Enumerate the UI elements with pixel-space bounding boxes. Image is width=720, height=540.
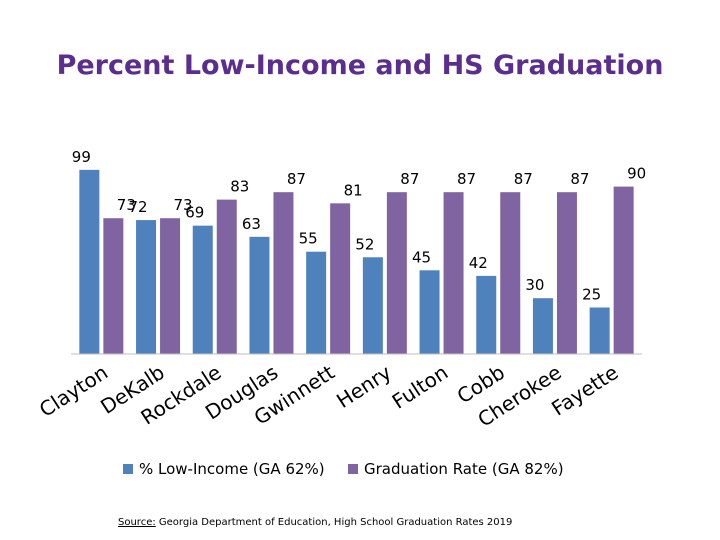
data-label-graduation-cherokee: 87 [570,170,589,188]
category-label-fulton: Fulton [388,360,453,414]
bar-graduation-clayton [103,218,124,354]
data-label-graduation-henry: 87 [400,170,419,188]
bar-graduation-cherokee [556,192,577,354]
category-label-henry: Henry [332,360,396,413]
data-label-low-income-cherokee: 30 [525,276,544,294]
legend-swatch-low-income [123,464,133,474]
bar-low-income-dekalb [136,220,157,354]
bar-low-income-fayette [589,307,610,354]
bar-low-income-rockdale [192,225,213,354]
bar-low-income-fulton [419,270,440,354]
legend-label-graduation: Graduation Rate (GA 82%) [364,460,564,478]
data-label-graduation-rockdale: 83 [230,178,249,196]
data-label-graduation-gwinnett: 81 [344,181,363,199]
bar-low-income-henry [362,257,383,354]
bar-graduation-fayette [613,186,634,354]
legend-label-low-income: % Low-Income (GA 62%) [139,460,325,478]
data-label-graduation-clayton: 73 [117,196,136,214]
bar-graduation-cobb [500,192,521,354]
bar-graduation-rockdale [216,199,237,354]
data-label-graduation-douglas: 87 [287,170,306,188]
data-label-low-income-cobb: 42 [469,254,488,272]
source-text: Georgia Department of Education, High Sc… [155,517,513,528]
data-label-graduation-dekalb: 73 [174,196,193,214]
bar-graduation-dekalb [160,218,181,354]
data-label-low-income-gwinnett: 55 [299,230,318,248]
data-label-low-income-douglas: 63 [242,215,261,233]
category-label-clayton: Clayton [35,360,112,422]
bar-graduation-henry [386,192,407,354]
data-label-low-income-fulton: 45 [412,248,431,266]
data-label-graduation-fayette: 90 [627,165,646,183]
data-label-graduation-cobb: 87 [514,170,533,188]
data-label-graduation-fulton: 87 [457,170,476,188]
bar-low-income-douglas [249,236,270,354]
data-label-low-income-clayton: 99 [72,148,91,166]
bar-low-income-clayton [79,169,100,354]
bar-low-income-cobb [476,275,497,354]
source-label: Source: [118,517,156,528]
data-label-low-income-henry: 52 [355,235,374,253]
data-label-low-income-fayette: 25 [582,286,601,304]
bar-low-income-cherokee [532,298,553,354]
legend-swatch-graduation [348,464,358,474]
source-note: Source: Georgia Department of Education,… [118,517,512,528]
chart-title: Percent Low-Income and HS Graduation [56,50,664,81]
data-label-low-income-dekalb: 72 [129,198,148,216]
bar-graduation-douglas [273,192,294,354]
bar-low-income-gwinnett [306,251,327,354]
bar-graduation-fulton [443,192,464,354]
data-label-low-income-rockdale: 69 [185,204,204,222]
bar-graduation-gwinnett [330,203,351,354]
